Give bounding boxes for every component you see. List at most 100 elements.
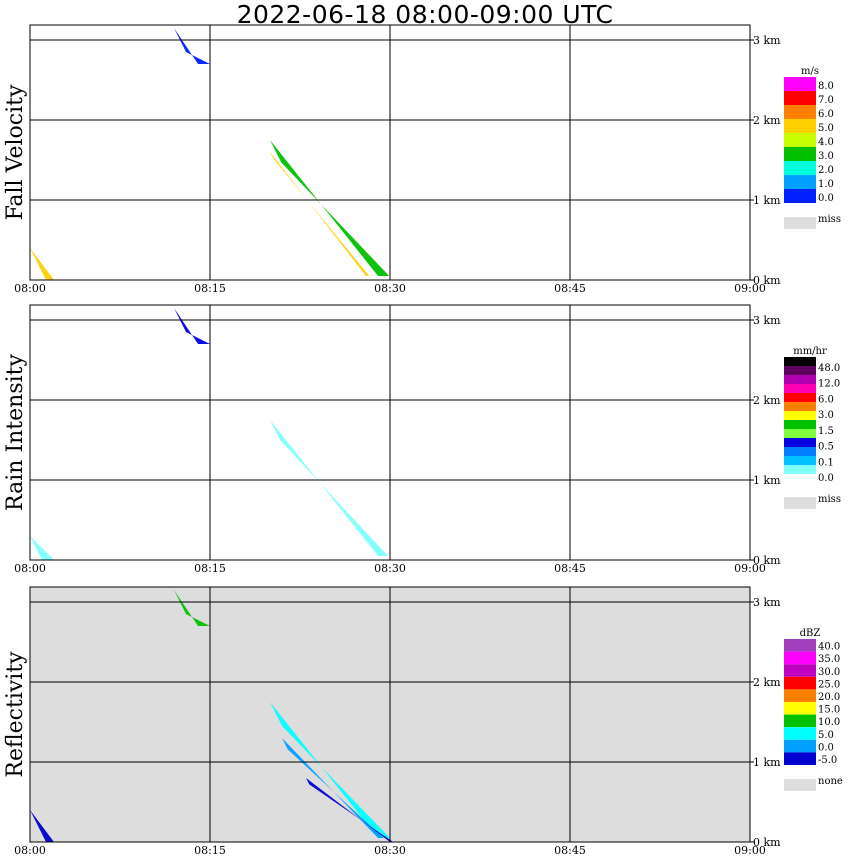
colorbar-swatch xyxy=(784,639,816,652)
y-tick-label: 0 km xyxy=(753,836,781,849)
colorbar-swatch xyxy=(784,739,816,753)
colorbar-label: 20.0 xyxy=(818,692,840,703)
panel-rain-intensity: 08:00 08:15 08:30 08:45 09:000 km 1 km 2 km 3 k… xyxy=(3,304,841,575)
y-tick-label: 1 km xyxy=(753,474,781,487)
plot-frame xyxy=(29,304,751,561)
x-tick-label: 08:45 xyxy=(554,844,586,857)
colorbar-swatch xyxy=(784,189,816,203)
colorbar-swatch xyxy=(784,161,816,175)
chart-title: 2022-06-18 08:00-09:00 UTC xyxy=(236,0,614,29)
colorbar-swatch xyxy=(784,420,816,429)
y-tick-label: 2 km xyxy=(753,676,781,689)
colorbar-swatch xyxy=(784,714,816,728)
echo-surface-5 xyxy=(30,810,70,842)
colorbar-swatch xyxy=(784,474,816,483)
colorbar-unit: mm/hr xyxy=(793,346,827,357)
colorbar-miss-label: none xyxy=(818,776,843,787)
colorbar-label: 15.0 xyxy=(818,705,840,716)
echo-surface-3 xyxy=(30,536,66,560)
colorbar-swatch xyxy=(784,375,816,384)
colorbar-swatch xyxy=(784,91,816,105)
colorbar-miss-label: miss xyxy=(818,214,841,225)
colorbar-label: 48.0 xyxy=(818,363,840,374)
x-tick-label: 08:00 xyxy=(14,562,46,575)
colorbar-swatch xyxy=(784,676,816,690)
x-tick-label: 08:15 xyxy=(194,844,226,857)
colorbar-label: 30.0 xyxy=(818,667,840,678)
panel-ylabel: Rain Intensity xyxy=(3,353,28,510)
colorbar-miss-swatch xyxy=(784,497,816,509)
colorbar-label: 1.5 xyxy=(818,426,834,437)
colorbar-swatch xyxy=(784,133,816,147)
colorbar-swatch xyxy=(784,456,816,465)
colorbar-label: 0.0 xyxy=(818,193,834,204)
x-tick-label: 08:30 xyxy=(374,282,406,295)
colorbar-swatch xyxy=(784,366,816,375)
colorbar-label: 10.0 xyxy=(818,717,840,728)
colorbar-swatch xyxy=(784,393,816,402)
panel-fall-velocity: 08:00 08:15 08:30 08:45 09:000 km 1 km 2 km 3 k… xyxy=(3,24,841,295)
colorbar-swatch xyxy=(784,411,816,420)
colorbar-label: 0.5 xyxy=(818,442,834,453)
colorbar-swatch xyxy=(784,105,816,119)
colorbar-swatch xyxy=(784,429,816,438)
colorbar-label: 6.0 xyxy=(818,109,834,120)
y-tick-label: 3 km xyxy=(753,596,781,609)
x-tick-label: 08:00 xyxy=(14,844,46,857)
echo-surface-4 xyxy=(30,248,70,280)
x-tick-label: 08:15 xyxy=(194,282,226,295)
y-tick-label: 0 km xyxy=(753,274,781,287)
colorbar-label: -5.0 xyxy=(818,755,837,766)
y-tick-label: 3 km xyxy=(753,314,781,327)
colorbar-swatch xyxy=(784,357,816,366)
colorbar-swatch xyxy=(784,752,816,765)
colorbar-swatch xyxy=(784,147,816,161)
colorbar-label: 2.0 xyxy=(818,165,834,176)
panel-reflectivity: 08:00 08:15 08:30 08:45 09:000 km 1 km 2 km 3 k… xyxy=(3,586,843,857)
panel-ylabel: Reflectivity xyxy=(3,651,28,778)
colorbar-label: 5.0 xyxy=(818,123,834,134)
y-tick-label: 1 km xyxy=(753,194,781,207)
colorbar-label: 35.0 xyxy=(818,654,840,665)
colorbar-label: 8.0 xyxy=(818,81,834,92)
colorbar-swatch xyxy=(784,651,816,665)
colorbar-label: 0.0 xyxy=(818,742,834,753)
y-tick-label: 2 km xyxy=(753,114,781,127)
colorbar-label: 7.0 xyxy=(818,95,834,106)
x-tick-label: 09:00 xyxy=(734,562,766,575)
colorbar-miss-swatch xyxy=(784,779,816,791)
colorbar-swatch xyxy=(784,689,816,702)
colorbar-miss-label: miss xyxy=(818,494,841,505)
colorbar-label: 0.0 xyxy=(818,473,834,484)
colorbar-unit: m/s xyxy=(801,66,819,77)
x-tick-label: 08:30 xyxy=(374,562,406,575)
colorbar-swatch xyxy=(784,438,816,447)
y-tick-label: 0 km xyxy=(753,554,781,567)
colorbar-swatch xyxy=(784,727,816,740)
colorbar-swatch xyxy=(784,702,816,715)
x-tick-label: 08:15 xyxy=(194,562,226,575)
colorbar-swatch xyxy=(784,447,816,456)
plot-frame xyxy=(29,586,751,843)
panel-ylabel: Fall Velocity xyxy=(3,84,28,220)
colorbar-swatch xyxy=(784,402,816,411)
colorbar-label: 40.0 xyxy=(818,642,840,653)
colorbar-swatch xyxy=(784,77,816,91)
colorbar-label: 3.0 xyxy=(818,410,834,421)
x-tick-label: 09:00 xyxy=(734,844,766,857)
colorbar-unit: dBZ xyxy=(800,628,821,639)
colorbar-swatch xyxy=(784,175,816,189)
x-tick-label: 08:45 xyxy=(554,562,586,575)
colorbar-label: 6.0 xyxy=(818,394,834,405)
colorbar-label: 1.0 xyxy=(818,179,834,190)
colorbar-label: 4.0 xyxy=(818,137,834,148)
x-tick-label: 08:30 xyxy=(374,844,406,857)
y-tick-label: 2 km xyxy=(753,394,781,407)
colorbar-swatch xyxy=(784,384,816,393)
x-tick-label: 09:00 xyxy=(734,282,766,295)
colorbar-swatch xyxy=(784,664,816,677)
x-tick-label: 08:45 xyxy=(554,282,586,295)
colorbar-label: 12.0 xyxy=(818,379,840,390)
colorbar-label: 0.1 xyxy=(818,457,834,468)
